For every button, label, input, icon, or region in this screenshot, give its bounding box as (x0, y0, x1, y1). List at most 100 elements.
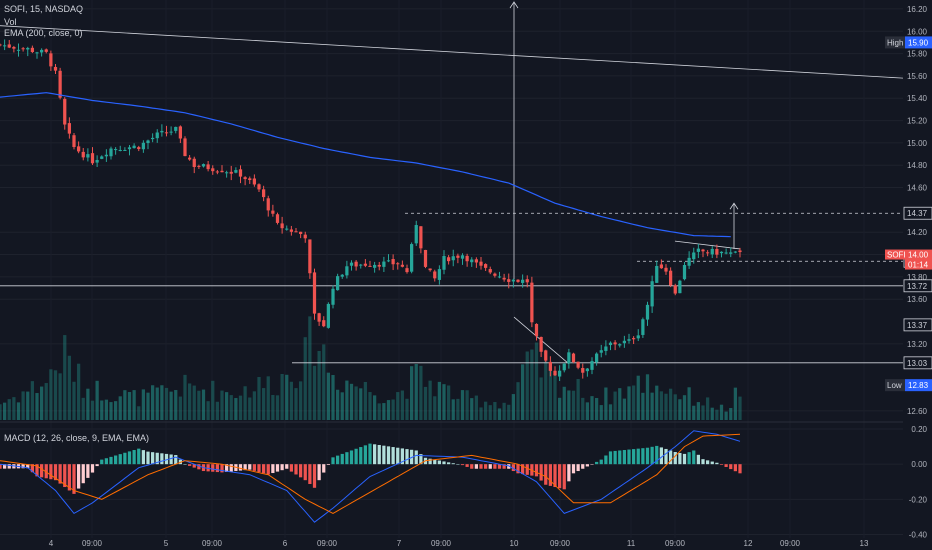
candle-body (40, 49, 44, 53)
macd-histogram-bar (197, 464, 201, 470)
macd-lines (0, 430, 741, 523)
macd-histogram-bar (562, 464, 566, 490)
candle-body (95, 160, 99, 163)
volume-bar (104, 399, 108, 420)
macd-histogram-bar (470, 464, 474, 469)
volume-bar (100, 400, 104, 420)
candle-body (160, 130, 164, 133)
volume-bar (474, 395, 478, 420)
volume-bar (507, 404, 511, 420)
macd-histogram-bar (248, 464, 252, 470)
candle-body (206, 164, 210, 170)
candle-body (155, 132, 159, 139)
volume-bar (331, 375, 335, 420)
macd-histogram-bar (567, 464, 571, 482)
candle-body (373, 264, 377, 268)
macd-histogram-bar (599, 459, 603, 465)
volume-bar (220, 390, 224, 420)
macd-histogram-bar (724, 464, 728, 467)
macd-histogram-bar (396, 447, 400, 465)
price-tick-label: 16.00 (907, 27, 928, 36)
volume-bar (539, 377, 543, 420)
level-tag-label: 13.03 (907, 359, 928, 368)
candle-body (326, 303, 330, 328)
volume-bar (516, 382, 520, 420)
signal-line (0, 433, 741, 514)
volume-bar (26, 391, 30, 420)
candle-body (7, 44, 11, 48)
macd-histogram-bar (77, 464, 81, 489)
candle-body (118, 149, 122, 151)
candle-body (317, 313, 321, 322)
volume-bar (238, 395, 243, 420)
volume-bar (368, 392, 372, 420)
candle-body (525, 279, 529, 283)
macd-histogram-bar (516, 464, 520, 474)
macd-histogram-bar (428, 458, 432, 465)
macd-histogram-bar (114, 455, 118, 465)
candle-body (548, 361, 552, 371)
candle-body (220, 170, 224, 173)
candle-body (618, 344, 622, 346)
volume-bar (299, 381, 303, 420)
symbol-legend[interactable]: SOFI, 15, NASDAQ (4, 4, 84, 14)
volume-bar (183, 374, 187, 420)
macd-legend[interactable]: MACD (12, 26, close, 9, EMA, EMA) (4, 433, 150, 443)
ema-legend[interactable]: EMA (200, close, 0) (4, 28, 83, 38)
candle-body (109, 148, 113, 157)
volume-bar (488, 405, 492, 420)
macd-histogram-bar (257, 464, 261, 473)
candle-body (645, 304, 650, 320)
volume-bar (738, 396, 742, 420)
macd-axis[interactable]: 0.20 0.00 -0.20 -0.40 (909, 425, 928, 539)
macd-histogram-bar (21, 464, 25, 469)
candle-body (534, 323, 539, 337)
volume-bar (363, 381, 367, 420)
macd-histogram-bar (127, 451, 132, 465)
candle-body (604, 346, 608, 351)
candle-body (511, 279, 515, 282)
macd-histogram-bar (502, 464, 506, 469)
time-tick-label: 09:00 (82, 539, 103, 548)
macd-histogram-bar (40, 464, 44, 478)
volume-bar (192, 385, 196, 420)
volume-legend[interactable]: Vol (4, 17, 17, 27)
candle-body (312, 272, 317, 314)
macd-tick-label: -0.40 (909, 530, 928, 539)
candle-body (576, 361, 580, 368)
macd-histogram-bar (738, 464, 742, 474)
candle-body (16, 49, 21, 51)
ema-200-line (0, 92, 731, 238)
macd-histogram-bar (696, 454, 700, 465)
macd-histogram-bar (595, 461, 599, 465)
macd-histogram-bar (26, 464, 30, 469)
macd-histogram-bar (359, 447, 363, 465)
candle-body (738, 250, 742, 253)
time-axis[interactable]: 4 09:00 5 09:00 6 09:00 7 09:00 10 09:00 11 09:00 12… (49, 539, 869, 548)
macd-histogram-bar (636, 448, 640, 465)
level-tag-box (903, 279, 932, 293)
wedge-line-top (674, 240, 741, 250)
candle-body (0, 44, 2, 46)
macd-histogram-bar (655, 445, 659, 465)
macd-histogram-bar (641, 448, 645, 465)
trendline (0, 25, 904, 79)
candle-body (595, 353, 599, 363)
candle-body (299, 231, 303, 234)
volume-bar (553, 374, 557, 420)
candle-body (460, 255, 465, 259)
candle-body (3, 45, 7, 47)
candle-body (354, 261, 358, 267)
macd-tick-label: -0.20 (909, 495, 928, 504)
volume-bar (414, 363, 418, 420)
target-arrow-head (729, 202, 739, 210)
time-tick-label: 7 (397, 539, 402, 548)
candle-body (331, 288, 335, 305)
macd-histogram-bar (571, 464, 576, 474)
candle-body (474, 259, 478, 263)
volume-bar (252, 391, 256, 420)
candle-body (632, 338, 636, 340)
macd-histogram-bar (3, 464, 7, 469)
current-price-box (905, 249, 932, 270)
